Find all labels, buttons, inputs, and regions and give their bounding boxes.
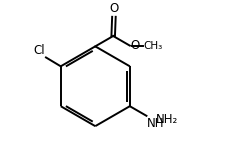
Text: CH₃: CH₃ — [143, 41, 162, 51]
Text: Cl: Cl — [34, 44, 45, 57]
Text: O: O — [130, 39, 139, 52]
Text: O: O — [109, 2, 118, 15]
Text: NH: NH — [146, 117, 164, 129]
Text: NH₂: NH₂ — [155, 113, 177, 126]
